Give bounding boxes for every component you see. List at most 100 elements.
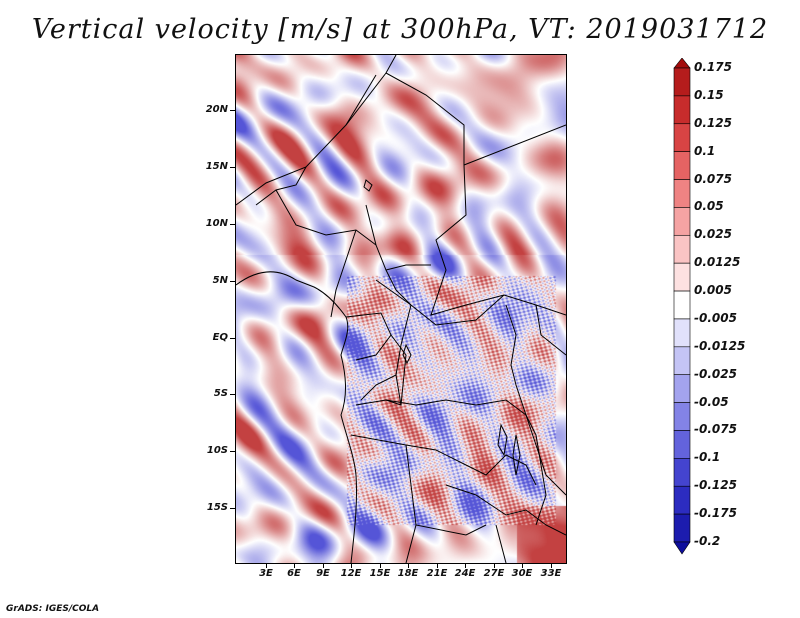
- colorbar-label: 0.025: [694, 227, 732, 242]
- lat-label: 10N: [205, 218, 228, 229]
- velocity-field: [236, 55, 566, 563]
- colorbar-swatch: [673, 207, 691, 236]
- colorbar-label: -0.005: [694, 310, 737, 325]
- colorbar-label: 0.075: [694, 171, 732, 186]
- colorbar-swatch: [673, 151, 691, 180]
- lon-tick: [522, 563, 523, 568]
- lon-label: 12E: [340, 568, 362, 579]
- border-line: [350, 434, 537, 486]
- lon-tick: [408, 563, 409, 568]
- colorbar-swatch: [673, 485, 691, 515]
- colorbar-label: -0.125: [694, 478, 737, 493]
- colorbar-swatch: [673, 458, 691, 487]
- colorbar-label: 0.0125: [694, 255, 741, 270]
- lake-outline: [402, 343, 412, 365]
- colorbar-label: 0.15: [694, 87, 724, 102]
- border-line: [275, 189, 377, 246]
- colorbar-label: -0.2: [694, 534, 721, 548]
- border-line: [505, 304, 566, 496]
- colorbar-swatch: [673, 513, 691, 543]
- lon-label: 9E: [316, 568, 330, 579]
- lat-tick: [230, 110, 235, 111]
- colorbar-swatch: [673, 346, 691, 376]
- colorbar-swatch: [673, 541, 691, 555]
- lat-label: 15N: [205, 161, 228, 172]
- lon-tick: [351, 563, 352, 568]
- colorbar-swatch: [673, 58, 691, 69]
- lon-tick: [294, 563, 295, 568]
- colorbar-label: 0.005: [694, 283, 732, 298]
- border-line: [405, 524, 417, 563]
- lon-label: 18E: [397, 568, 419, 579]
- border-line: [345, 74, 377, 126]
- lon-label: 6E: [287, 568, 301, 579]
- lon-tick: [380, 563, 381, 568]
- border-line: [355, 399, 527, 416]
- lat-tick: [230, 167, 235, 168]
- plot-title: Vertical velocity [m/s] at 300hPa, VT: 2…: [31, 14, 769, 45]
- lat-label: 15S: [206, 502, 228, 513]
- colorbar-swatch: [673, 430, 691, 459]
- colorbar-swatch: [673, 402, 691, 431]
- lat-label: 5N: [212, 275, 228, 286]
- border-line: [495, 524, 507, 563]
- lon-label: 24E: [454, 568, 476, 579]
- lon-tick: [266, 563, 267, 568]
- border-line: [345, 312, 392, 361]
- lon-label: 30E: [511, 568, 533, 579]
- lon-label: 21E: [426, 568, 448, 579]
- border-line: [330, 229, 357, 318]
- colorbar-label: 0.05: [694, 199, 724, 214]
- lon-label: 3E: [259, 568, 273, 579]
- colorbar-label: 0.175: [694, 60, 732, 74]
- colorbar-swatch: [673, 318, 691, 348]
- lat-label: 20N: [205, 104, 228, 115]
- lake-outline: [497, 423, 508, 457]
- lat-tick: [230, 394, 235, 395]
- lat-tick: [230, 281, 235, 282]
- border-line: [463, 124, 566, 166]
- lat-tick: [230, 451, 235, 452]
- lon-tick: [323, 563, 324, 568]
- border-line: [255, 166, 307, 206]
- border-line: [525, 414, 547, 526]
- colorbar-swatch: [673, 234, 691, 264]
- colorbar-swatch: [673, 290, 691, 320]
- lon-label: 15E: [369, 568, 391, 579]
- lat-label: EQ: [212, 332, 228, 343]
- colorbar-label: 0.125: [694, 115, 732, 130]
- colorbar-label: -0.075: [694, 422, 737, 437]
- border-line: [360, 374, 397, 401]
- border-line: [385, 72, 566, 316]
- border-line: [236, 55, 397, 206]
- lon-label: 27E: [483, 568, 505, 579]
- lon-label: 33E: [540, 568, 562, 579]
- colorbar-swatch: [673, 123, 691, 152]
- border-line: [405, 444, 487, 536]
- border-line: [445, 484, 566, 536]
- lon-tick: [494, 563, 495, 568]
- colorbar-swatch: [673, 374, 691, 403]
- map-panel: [235, 54, 567, 564]
- border-line: [375, 279, 505, 326]
- lat-label: 10S: [206, 445, 228, 456]
- border-line: [385, 334, 407, 406]
- lat-tick: [230, 224, 235, 225]
- colorbar-label: 0.1: [694, 143, 716, 158]
- lake-outline: [512, 434, 521, 476]
- lake-outline: [363, 179, 373, 192]
- border-line: [385, 264, 431, 271]
- country-borders: [236, 55, 566, 563]
- lat-tick: [230, 338, 235, 339]
- lat-label: 5S: [213, 388, 228, 399]
- colorbar-swatch: [673, 67, 691, 97]
- colorbar-swatch: [673, 179, 691, 208]
- colorbar-label: -0.175: [694, 506, 737, 521]
- colorbar: [673, 58, 691, 555]
- lon-tick: [465, 563, 466, 568]
- lon-tick: [437, 563, 438, 568]
- colorbar-label: -0.05: [694, 394, 729, 409]
- footer-credit: GrADS: IGES/COLA: [6, 604, 100, 614]
- colorbar-swatch: [673, 95, 691, 125]
- lat-tick: [230, 508, 235, 509]
